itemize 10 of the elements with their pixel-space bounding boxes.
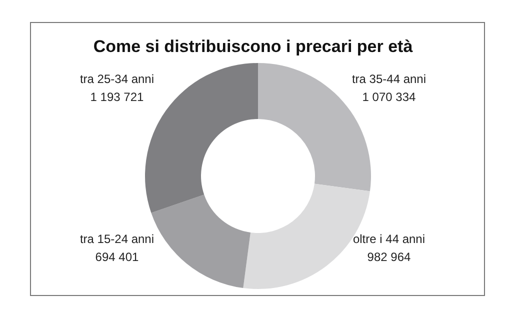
data-label: 1 070 334: [362, 90, 416, 104]
slice-label: oltre i 44 anni: [352, 232, 426, 246]
slice-label: tra 25-34 anni: [80, 72, 154, 86]
slice-label: tra 35-44 anni: [352, 72, 426, 86]
slice-label: tra 15-24 anni: [80, 232, 154, 246]
chart-title: Come si distribuiscono i precari per età: [93, 37, 414, 56]
data-label: 982 964: [367, 250, 412, 264]
donut-slice: [258, 63, 371, 192]
data-label: 1 193 721: [90, 90, 144, 104]
data-label: 694 401: [95, 250, 140, 264]
